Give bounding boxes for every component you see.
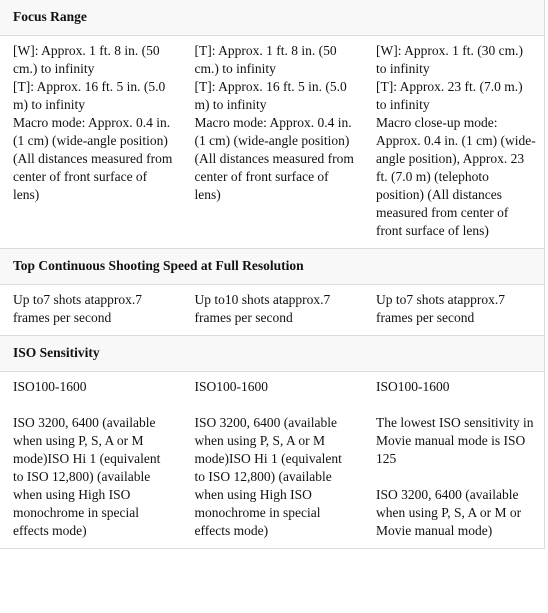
paragraph: Up to10 shots atapprox.7 frames per seco… (195, 291, 356, 327)
text-line: Macro close-up mode: Approx. 0.4 in. (1 … (376, 115, 536, 238)
paragraph: Up to7 shots atapprox.7 frames per secon… (376, 291, 536, 327)
section-title: Focus Range (0, 0, 545, 36)
section-row: [W]: Approx. 1 ft. 8 in. (50 cm.) to inf… (0, 35, 545, 249)
text-line: ISO100-1600 (194, 379, 269, 394)
paragraph: ISO 3200, 6400 (available when using P, … (376, 486, 536, 540)
text-line: [W]: Approx. 1 ft. (30 cm.) to infinity (376, 43, 523, 76)
cell: ISO100-1600 The lowest ISO sensitivity in… (363, 371, 545, 549)
text-line: [T]: Approx. 1 ft. 8 in. (50 cm.) to inf… (194, 43, 337, 76)
text-line: The lowest ISO sensitivity in Movie manu… (376, 415, 534, 466)
section-row: Up to7 shots atapprox.7 frames per secon… (0, 284, 545, 336)
text-line: Up to7 shots atapprox.7 frames per secon… (13, 292, 142, 325)
text-line: ISO100-1600 (376, 379, 450, 394)
section-row: ISO100-1600 ISO 3200, 6400 (available whe… (0, 371, 545, 549)
text-line: [T]: Approx. 23 ft. (7.0 m.) to infinity (376, 79, 523, 112)
cell: Up to10 shots atapprox.7 frames per seco… (181, 284, 363, 336)
paragraph: [W]: Approx. 1 ft. 8 in. (50 cm.) to inf… (13, 42, 174, 204)
text-line: Up to10 shots atapprox.7 frames per seco… (194, 292, 331, 325)
section-title: ISO Sensitivity (0, 335, 545, 372)
spec-table: Focus Range [W]: Approx. 1 ft. 8 in. (50 … (0, 0, 545, 549)
text-line: [T]: Approx. 16 ft. 5 in. (5.0 m) to inf… (13, 79, 166, 112)
paragraph: ISO100-1600 (376, 378, 536, 396)
cell: [T]: Approx. 1 ft. 8 in. (50 cm.) to inf… (181, 35, 363, 249)
paragraph: ISO100-1600 (195, 378, 356, 396)
section-header-row: Top Continuous Shooting Speed at Full Re… (0, 248, 545, 285)
paragraph: ISO100-1600 (13, 378, 174, 396)
paragraph: ISO 3200, 6400 (available when using P, … (195, 414, 356, 540)
paragraph: The lowest ISO sensitivity in Movie manu… (376, 414, 536, 468)
paragraph: ISO 3200, 6400 (available when using P, … (13, 414, 174, 540)
paragraph: [T]: Approx. 1 ft. 8 in. (50 cm.) to inf… (195, 42, 356, 204)
cell: Up to7 shots atapprox.7 frames per secon… (363, 284, 545, 336)
text-line: ISO 3200, 6400 (available when using P, … (376, 487, 522, 538)
text-line: ISO 3200, 6400 (available when using P, … (194, 415, 342, 538)
text-line: Macro mode: Approx. 0.4 in. (1 cm) (wide… (194, 115, 354, 202)
text-line: Up to7 shots atapprox.7 frames per secon… (376, 292, 505, 325)
cell: [W]: Approx. 1 ft. 8 in. (50 cm.) to inf… (0, 35, 182, 249)
text-line: Macro mode: Approx. 0.4 in. (1 cm) (wide… (13, 115, 173, 202)
paragraph: Up to7 shots atapprox.7 frames per secon… (13, 291, 174, 327)
section-header-row: ISO Sensitivity (0, 335, 545, 372)
text-line: [T]: Approx. 16 ft. 5 in. (5.0 m) to inf… (194, 79, 347, 112)
text-line: [W]: Approx. 1 ft. 8 in. (50 cm.) to inf… (13, 43, 160, 76)
cell: ISO100-1600 ISO 3200, 6400 (available whe… (0, 371, 182, 549)
text-line: ISO100-1600 (13, 379, 87, 394)
section-title: Top Continuous Shooting Speed at Full Re… (0, 248, 545, 285)
section-header-row: Focus Range (0, 0, 545, 36)
cell: ISO100-1600 ISO 3200, 6400 (available whe… (181, 371, 363, 549)
text-line: ISO 3200, 6400 (available when using P, … (13, 415, 161, 538)
cell: [W]: Approx. 1 ft. (30 cm.) to infinity[… (363, 35, 545, 249)
cell: Up to7 shots atapprox.7 frames per secon… (0, 284, 182, 336)
paragraph: [W]: Approx. 1 ft. (30 cm.) to infinity[… (376, 42, 536, 240)
